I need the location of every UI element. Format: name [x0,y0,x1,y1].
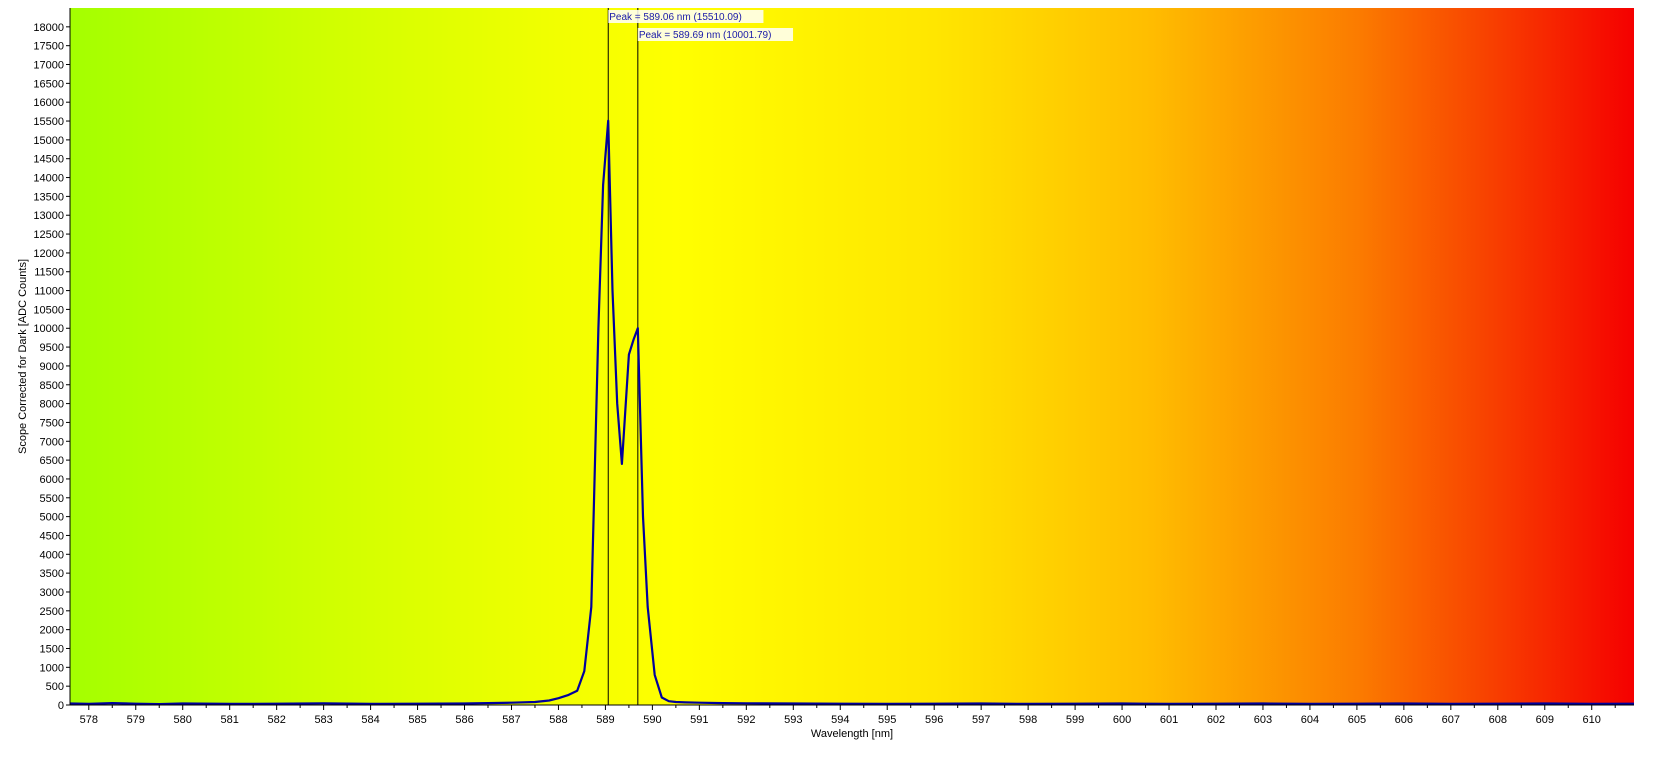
y-tick-label: 8000 [40,399,64,411]
x-tick-label: 578 [80,714,98,726]
y-tick-label: 3000 [40,587,64,599]
y-tick-label: 4000 [40,549,64,561]
peak-annotation-layer: Peak = 589.06 nm (15510.09) Peak = 589.69… [608,10,794,41]
y-tick-label: 11500 [34,267,64,279]
plot-background [70,8,1634,705]
x-tick-label: 608 [1489,714,1507,726]
x-tick-label: 596 [925,714,943,726]
y-tick-label: 8500 [40,380,64,392]
x-tick-label: 582 [267,714,285,726]
x-tick-label: 587 [502,714,520,726]
y-tick-label: 7000 [40,436,64,448]
y-tick-label: 2500 [40,606,64,618]
y-tick-label: 16000 [33,97,64,109]
y-axis-title: Scope Corrected for Dark [ADC Counts] [17,259,29,454]
x-tick-label: 590 [643,714,661,726]
x-tick-label: 602 [1207,714,1225,726]
x-tick-label: 605 [1348,714,1366,726]
y-tick-label: 7500 [40,417,64,429]
x-tick-label: 584 [361,714,379,726]
y-tick-label: 15500 [33,116,64,128]
spectrum-series-line [69,119,1635,706]
x-axis-title: Wavelength [nm] [811,728,893,740]
y-tick-label: 1500 [40,643,64,655]
peak-label: Peak = 589.06 nm (15510.09) [609,12,742,23]
y-tick-label: 500 [46,681,64,693]
y-tick-label: 5500 [40,493,64,505]
y-tick-label: 14500 [33,154,64,166]
x-tick-label: 594 [831,714,849,726]
y-tick-label: 10000 [33,323,64,335]
x-tick-label: 609 [1536,714,1554,726]
peak-label-box [608,10,764,23]
x-tick-label: 603 [1254,714,1272,726]
y-tick-label: 4500 [40,530,64,542]
y-tick-label: 15000 [33,135,64,147]
x-tick-label: 579 [127,714,145,726]
peak-label: Peak = 589.69 nm (10001.79) [639,30,772,41]
y-tick-label: 9000 [40,361,64,373]
x-tick-label: 592 [737,714,755,726]
y-tick-label: 1000 [40,662,64,674]
y-tick-label: 12000 [33,248,64,260]
x-tick-label: 607 [1442,714,1460,726]
peak-label-box [637,28,794,41]
y-tick-label: 5000 [40,512,64,524]
x-tick-label: 588 [549,714,567,726]
x-tick-label: 580 [174,714,192,726]
x-tick-label: 581 [221,714,239,726]
x-tick-label: 606 [1395,714,1413,726]
y-tick-label: 2000 [40,625,64,637]
x-tick-label: 591 [690,714,708,726]
x-tick-label: 585 [408,714,426,726]
y-tick-label: 17500 [33,41,64,53]
y-tick-label: 10500 [33,304,64,316]
x-tick-label: 586 [455,714,473,726]
y-tick-label: 11000 [34,286,64,298]
y-tick-label: 12500 [33,229,64,241]
x-tick-label: 593 [784,714,802,726]
y-tick-label: 3500 [40,568,64,580]
y-tick-label: 6000 [40,474,64,486]
x-tick-label: 600 [1113,714,1131,726]
y-tick-label: 13000 [33,210,64,222]
x-tick-label: 597 [972,714,990,726]
x-tick-label: 610 [1583,714,1601,726]
y-tick-label: 17000 [33,60,64,72]
y-axis-ticks: 0 500 1000 1500 2000 2500 3000 3500 4000 4500 5000… [33,22,70,712]
x-tick-label: 595 [878,714,896,726]
y-tick-label: 14000 [33,173,64,185]
y-tick-label: 18000 [33,22,64,34]
y-tick-label: 13500 [33,191,64,203]
axes [69,8,1634,706]
y-tick-label: 0 [58,700,64,712]
x-tick-label: 598 [1019,714,1037,726]
y-tick-label: 16500 [33,78,64,90]
x-tick-label: 604 [1301,714,1319,726]
x-tick-label: 583 [314,714,332,726]
y-tick-label: 9500 [40,342,64,354]
y-tick-label: 6500 [40,455,64,467]
x-tick-label: 601 [1160,714,1178,726]
x-axis-ticks: 578 579 580 581 582 583 584 585 586 587 588 589 590 5… [80,705,1616,726]
x-tick-label: 599 [1066,714,1084,726]
x-tick-label: 589 [596,714,614,726]
